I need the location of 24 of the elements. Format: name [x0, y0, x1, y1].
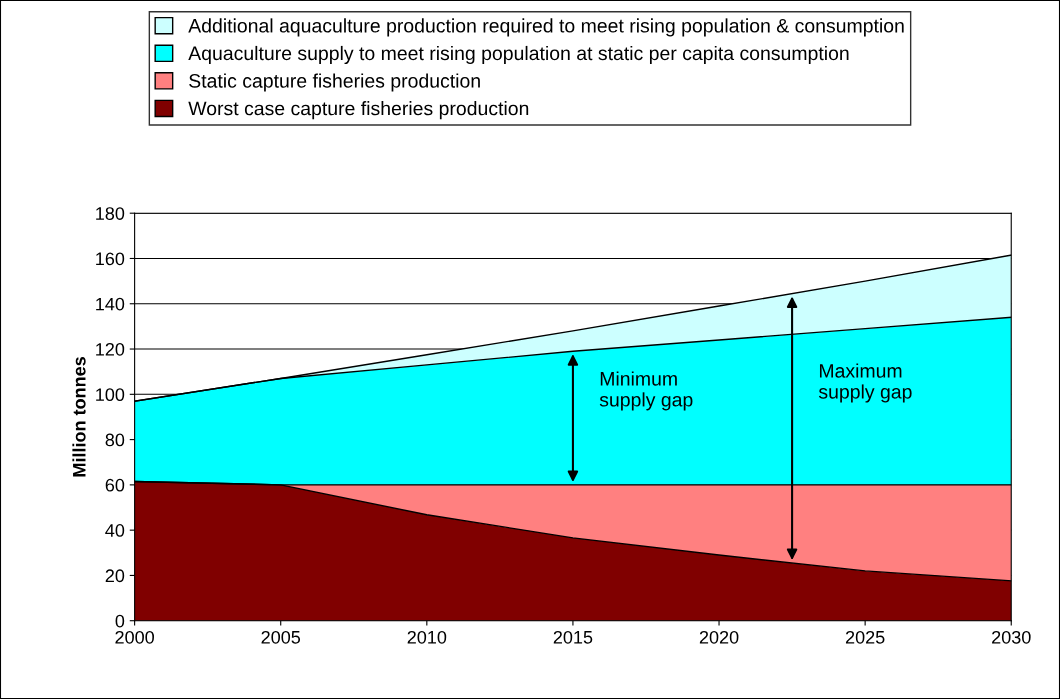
x-tick-label: 2025 [845, 630, 885, 644]
x-tick-label: 2015 [553, 630, 593, 644]
y-tick-label: 60 [105, 478, 125, 492]
legend-label: Static capture fisheries production [189, 73, 480, 92]
x-tick-label: 2005 [261, 630, 301, 644]
y-tick-label: 160 [96, 252, 125, 266]
x-tick-label: 2000 [115, 630, 154, 644]
legend-label: Worst case capture fisheries production [188, 101, 529, 120]
y-tick-label: 0 [115, 614, 125, 628]
y-tick-label: 80 [105, 433, 125, 447]
x-tick-label: 2030 [992, 630, 1031, 644]
annotation: Minimum supply gap [599, 371, 693, 411]
y-tick-label: 20 [105, 569, 125, 583]
x-tick-label: 2010 [407, 630, 447, 644]
y-tick-label: 100 [96, 388, 125, 402]
annotation: Maximum supply gap [818, 363, 912, 403]
legend-label: Additional aquaculture production required to meet rising population & consumption [188, 18, 904, 37]
x-tick-label: 2020 [699, 630, 739, 644]
legend-label: Aquaculture supply to meet rising population at static per capita consumption [188, 45, 849, 65]
y-tick-label: 120 [96, 342, 125, 356]
y-tick-label: 40 [105, 524, 125, 537]
y-tick-label: 180 [96, 207, 125, 220]
y-tick-label: 140 [96, 297, 125, 311]
y-axis-title: Million tonnes [72, 357, 86, 477]
